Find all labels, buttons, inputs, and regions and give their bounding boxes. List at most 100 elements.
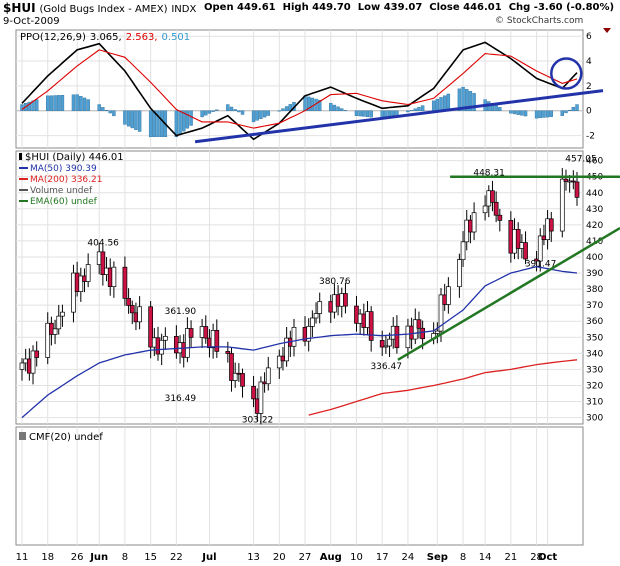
ppo-histogram-bar (329, 103, 333, 111)
price-label: 457.05 (565, 154, 597, 164)
x-tick-label: 27 (299, 552, 312, 563)
ppo-histogram-bar (549, 110, 553, 117)
candle-down (100, 251, 106, 275)
ppo-histogram-bar (101, 107, 105, 111)
candle-up (56, 315, 62, 330)
ppo-histogram-bar (104, 110, 109, 111)
ppo-histogram-bar (472, 93, 476, 111)
ppo-histogram-bar (420, 105, 425, 111)
candle-down (229, 353, 234, 381)
ppo-histogram-bar (251, 110, 256, 123)
ppo-histogram-bar (365, 110, 370, 117)
price-panel (15, 150, 584, 425)
candle-up (111, 266, 117, 288)
ppo-histogram-bar (49, 95, 54, 111)
ppo-histogram-bar (75, 94, 79, 111)
candle-up (383, 345, 389, 348)
ppo-histogram-bar (509, 110, 513, 114)
ppo-histogram-bar (413, 108, 417, 111)
close-value: 446.01 (463, 2, 502, 13)
ppo-histogram-bar (53, 95, 57, 111)
candle-up (85, 264, 91, 282)
price-y-tick: 390 (586, 269, 603, 279)
ppo-histogram-bar (178, 110, 182, 135)
ppo-histogram-bar (82, 97, 87, 111)
candle-up (276, 355, 282, 369)
open-label: Open (204, 2, 234, 13)
candle-up (559, 178, 565, 232)
ppo-histogram-bar (240, 110, 245, 115)
ppo-legend-item: 0.501 (162, 32, 191, 43)
candle-up (19, 362, 25, 370)
ppo-histogram-bar (560, 110, 564, 116)
candle-down (515, 229, 521, 249)
price-legend-item: EMA(60) undef (30, 197, 98, 207)
ppo-histogram-bar (545, 110, 550, 118)
x-tick-label: 15 (144, 552, 157, 563)
x-tick-label: Jun (89, 552, 108, 563)
x-tick-label: Aug (320, 552, 342, 563)
ppo-histogram-bar (575, 104, 579, 111)
ppo-legend-item: 3.065, (90, 32, 122, 43)
ppo-histogram-bar (395, 110, 399, 115)
ppo-histogram-bar (406, 110, 410, 113)
ppo-histogram-bar (358, 110, 362, 117)
ppo-histogram-bar (468, 91, 473, 111)
ppo-histogram-bar (318, 99, 322, 111)
quote-date: 9-Oct-2009 (3, 16, 60, 27)
ppo-histogram-bar (182, 110, 186, 132)
exchange: INDX (171, 4, 197, 15)
ppo-histogram-bar (130, 110, 134, 129)
ppo-y-tick: 0 (586, 107, 592, 117)
ppo-histogram-bar (174, 110, 179, 138)
change-label: Chg (508, 2, 531, 13)
price-y-tick: 330 (586, 365, 603, 375)
ppo-histogram-bar (571, 107, 576, 111)
x-tick-label: 8 (460, 552, 466, 563)
ppo-highlight-circle (550, 57, 583, 90)
ppo-histogram-bar (354, 110, 359, 116)
ppo-histogram-bar (446, 93, 451, 111)
price-y-tick: 370 (586, 301, 603, 311)
price-y-tick: 460 (586, 157, 603, 167)
price-y-tick: 310 (586, 398, 603, 408)
candle-up (482, 205, 488, 214)
ppo-legend-item: 2.563, (126, 32, 158, 43)
candle-down (420, 327, 425, 340)
ppo-histogram-bar (259, 110, 263, 119)
candle-up (71, 272, 76, 313)
ppo-histogram-bar (233, 109, 237, 111)
ppo-histogram-bar (123, 110, 127, 125)
ppo-histogram-bar (542, 110, 546, 118)
price-y-tick: 320 (586, 381, 603, 391)
ppo-histogram-bar (306, 96, 311, 111)
candle-down (251, 385, 256, 400)
ppo-histogram-bar (362, 110, 366, 117)
x-tick-label: 21 (504, 552, 517, 563)
price-y-tick: 430 (586, 205, 603, 215)
ppo-histogram-bar (281, 108, 285, 111)
candle-down (563, 178, 569, 182)
ppo-histogram-bar (564, 110, 568, 114)
ma50-line (21, 265, 578, 419)
ppo-histogram-bar (159, 110, 164, 138)
x-tick-label: 8 (122, 552, 128, 563)
ppo-histogram-bar (567, 109, 572, 111)
candle-up (412, 319, 418, 340)
candle-up (291, 326, 297, 347)
candle-up (45, 322, 51, 358)
ppo-histogram-bar (417, 106, 421, 111)
ppo-legend-item: PPO(12,26,9) (20, 32, 86, 43)
price-legend-item: MA(200) 336.21 (30, 175, 102, 185)
ppo-histogram-bar (465, 89, 469, 111)
candle-up (446, 286, 451, 305)
x-tick-label: 10 (350, 552, 363, 563)
price-y-tick: 440 (586, 189, 603, 199)
ppo-y-tick: 4 (586, 57, 592, 67)
ppo-y-tick: -2 (586, 132, 595, 142)
candle-down (416, 319, 422, 329)
cmf-legend: CMF(20) undef (29, 432, 103, 443)
x-tick-label: 18 (41, 552, 54, 563)
ppo-histogram-bar (266, 110, 270, 116)
